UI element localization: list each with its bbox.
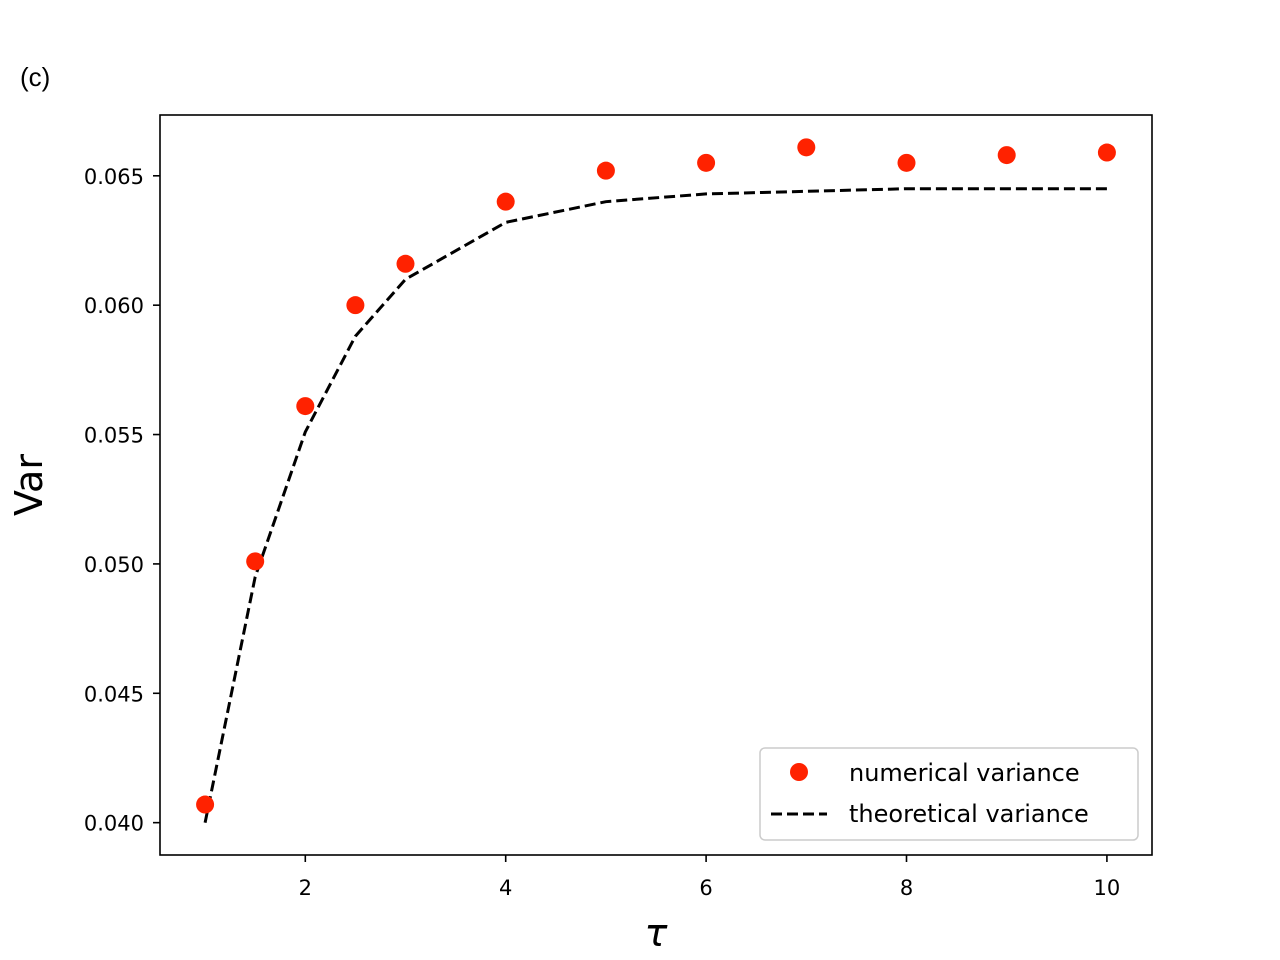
data-point-numerical bbox=[196, 795, 215, 814]
legend: numerical variance theoretical variance bbox=[759, 747, 1139, 841]
data-point-numerical bbox=[997, 146, 1016, 165]
data-point-numerical bbox=[296, 397, 315, 416]
legend-box bbox=[759, 747, 1139, 841]
y-tick-label: 0.045 bbox=[84, 682, 144, 706]
y-tick-label: 0.055 bbox=[84, 424, 144, 448]
x-tick-label: 6 bbox=[699, 876, 712, 900]
panel-label: (c) bbox=[20, 62, 50, 92]
data-point-numerical bbox=[697, 153, 716, 172]
x-tick-label: 2 bbox=[299, 876, 312, 900]
x-tick-label: 4 bbox=[499, 876, 512, 900]
data-point-numerical bbox=[1097, 143, 1116, 162]
data-point-numerical bbox=[496, 192, 515, 211]
axes-frame bbox=[159, 114, 1153, 856]
ticks-layer: 2 4 6 8 10 0.040 0.045 0.050 0.055 0.060 0.065 bbox=[84, 165, 1120, 900]
legend-marker-numerical bbox=[790, 763, 808, 781]
x-axis-title: τ bbox=[645, 911, 669, 955]
data-point-numerical bbox=[797, 138, 816, 157]
y-axis-title: Var bbox=[7, 454, 51, 516]
y-tick-label: 0.050 bbox=[84, 553, 144, 577]
x-tick-label: 10 bbox=[1094, 876, 1121, 900]
legend-label-numerical: numerical variance bbox=[849, 759, 1080, 787]
legend-label-theoretical: theoretical variance bbox=[849, 800, 1089, 828]
data-point-numerical bbox=[346, 296, 365, 315]
y-tick-label: 0.065 bbox=[84, 165, 144, 189]
x-tick-label: 8 bbox=[900, 876, 913, 900]
y-tick-label: 0.040 bbox=[84, 812, 144, 836]
series-line-theoretical bbox=[203, 187, 1107, 823]
data-point-numerical bbox=[246, 552, 265, 571]
data-point-numerical bbox=[396, 254, 415, 273]
data-point-numerical bbox=[596, 161, 615, 180]
y-tick-label: 0.060 bbox=[84, 294, 144, 318]
data-point-numerical bbox=[897, 153, 916, 172]
series-layer bbox=[196, 138, 1116, 823]
